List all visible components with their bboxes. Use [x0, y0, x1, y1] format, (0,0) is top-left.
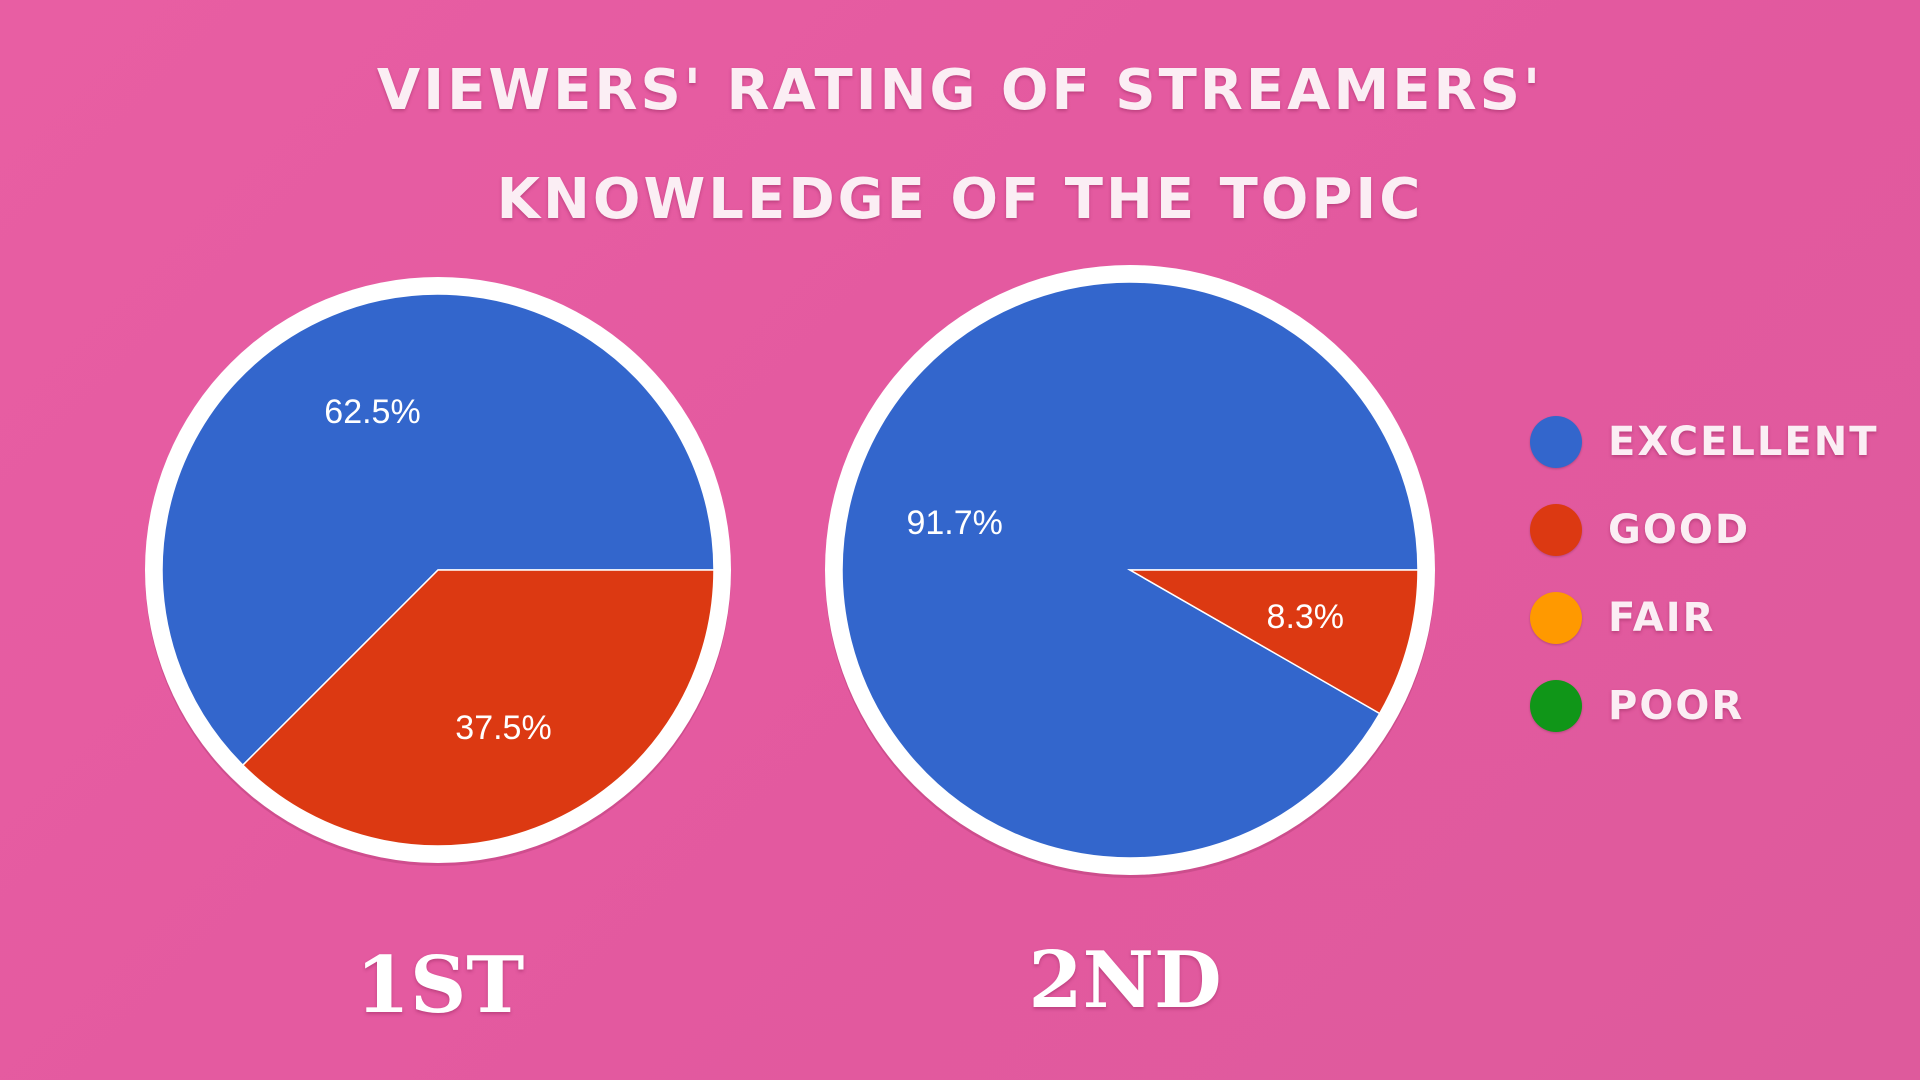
legend-label-excellent: EXCELLENT: [1608, 419, 1879, 465]
legend-item-fair: FAIR: [1530, 574, 1878, 662]
legend: EXCELLENT GOOD FAIR POOR: [1530, 398, 1878, 750]
pie-slice-good-2nd: [1127, 569, 1419, 715]
legend-swatch-excellent: [1530, 416, 1582, 468]
chart-title-line-1: VIEWERS' RATING OF STREAMERS': [376, 58, 1544, 123]
legend-swatch-poor: [1530, 680, 1582, 732]
pie-data-label-excellent-2nd: 91.7%: [906, 504, 1002, 542]
legend-label-fair: FAIR: [1608, 595, 1716, 641]
legend-item-excellent: EXCELLENT: [1530, 398, 1878, 486]
pie-slice-good-1st: [241, 569, 715, 847]
legend-label-poor: POOR: [1608, 683, 1745, 729]
legend-item-good: GOOD: [1530, 486, 1878, 574]
pie-data-label-good-1st: 37.5%: [455, 709, 551, 747]
pie-caption-2nd: 2ND: [1028, 935, 1222, 1026]
pie-chart-2nd: 91.7% 8.3%: [825, 265, 1435, 878]
legend-swatch-fair: [1530, 592, 1582, 644]
chart-title-line-2: KNOWLEDGE OF THE TOPIC: [496, 167, 1424, 232]
pie-data-label-good-2nd: 8.3%: [1267, 598, 1345, 636]
pie-slice-excellent-1st: [161, 293, 715, 767]
legend-item-poor: POOR: [1530, 662, 1878, 750]
pie-data-label-excellent-1st: 62.5%: [324, 393, 420, 431]
legend-label-good: GOOD: [1608, 507, 1751, 553]
pie-caption-1st: 1ST: [355, 940, 525, 1031]
legend-swatch-good: [1530, 504, 1582, 556]
pie-chart-1st: 62.5% 37.5%: [145, 277, 731, 866]
